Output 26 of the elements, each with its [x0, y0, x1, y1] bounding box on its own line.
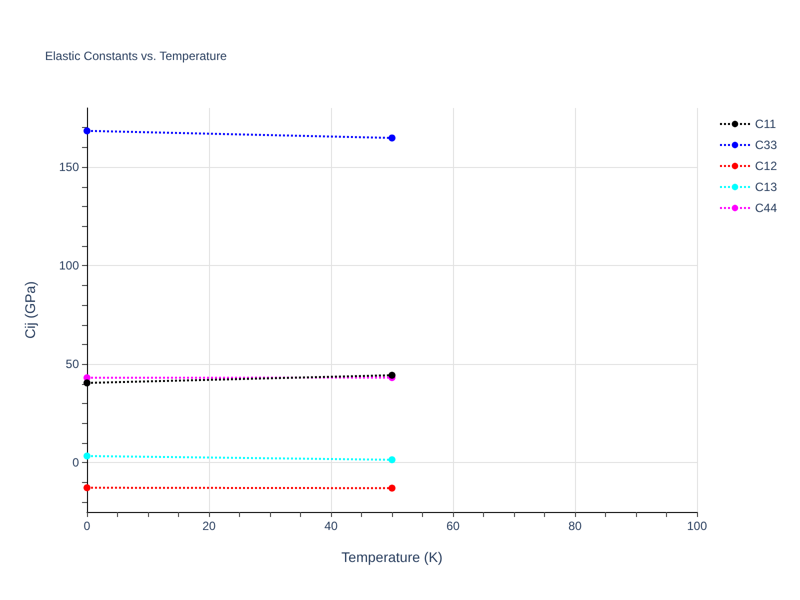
point — [388, 134, 396, 142]
y-axis-title: Cij (GPa) — [22, 281, 38, 339]
legend-label: C13 — [754, 180, 778, 194]
point — [84, 484, 90, 492]
legend-label: C33 — [754, 138, 778, 152]
x-axis-title: Temperature (K) — [341, 549, 443, 565]
point — [388, 372, 396, 379]
x-tick-label: 0 — [84, 519, 91, 533]
legend-label: C11 — [754, 117, 776, 131]
x-tick-label: 20 — [202, 519, 216, 533]
y-tick-label: 100 — [58, 258, 80, 273]
y-tick-label: 0 — [72, 456, 80, 470]
chart-title: Elastic Constants vs. Temperature — [45, 49, 228, 63]
point — [84, 127, 90, 134]
legend-label: C44 — [754, 201, 778, 215]
point — [84, 379, 90, 386]
legend-label: C12 — [754, 159, 778, 173]
x-tick-label: 80 — [568, 519, 582, 533]
y-tick-label: 150 — [58, 160, 80, 174]
y-tick-label: 50 — [66, 357, 80, 372]
point — [84, 452, 90, 460]
point — [388, 484, 396, 492]
x-tick-label: 100 — [686, 519, 708, 533]
point — [388, 456, 396, 464]
x-tick-label: 60 — [446, 519, 460, 533]
x-tick-label: 40 — [324, 519, 338, 533]
